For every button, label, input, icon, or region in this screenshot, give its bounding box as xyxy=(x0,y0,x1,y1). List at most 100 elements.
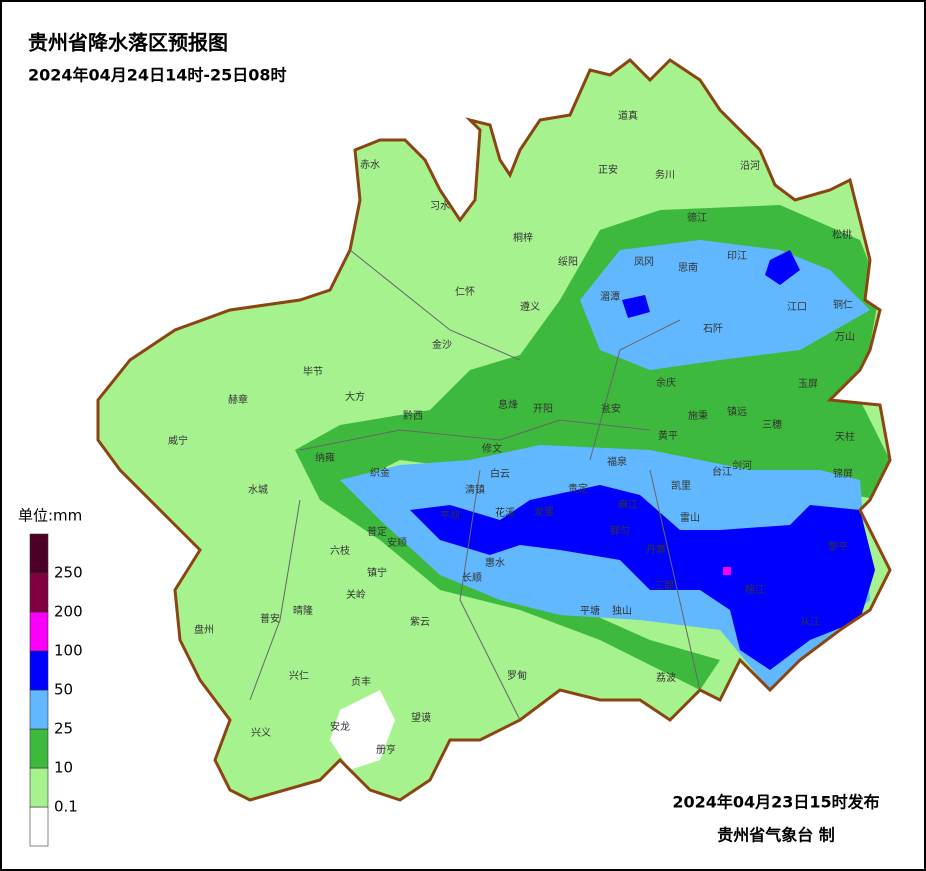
place-label: 剑河 xyxy=(732,459,752,472)
title: 贵州省降水落区预报图 xyxy=(28,31,228,55)
county-borders xyxy=(249,249,701,721)
issued: 2024年04月23日15时发布 xyxy=(672,793,879,812)
place-label: 罗甸 xyxy=(507,669,527,682)
place-label: 兴仁 xyxy=(289,670,309,682)
place-label: 绥阳 xyxy=(558,256,578,268)
legend-tick: 250 xyxy=(54,564,83,582)
place-label: 从江 xyxy=(800,616,820,628)
place-label: 黔西 xyxy=(403,409,423,422)
place-label: 凤冈 xyxy=(634,256,654,268)
place-label: 锦屏 xyxy=(833,467,853,480)
place-label: 水城 xyxy=(248,484,268,496)
place-label: 大方 xyxy=(345,390,365,403)
legend-swatch xyxy=(29,728,49,769)
place-label: 独山 xyxy=(612,604,632,617)
area-magenta xyxy=(723,567,731,575)
place-label: 织金 xyxy=(370,466,390,479)
place-label: 松桃 xyxy=(832,228,852,241)
place-label: 修文 xyxy=(482,442,502,455)
place-label: 威宁 xyxy=(168,434,188,447)
place-label: 金沙 xyxy=(432,338,452,351)
place-label: 三穗 xyxy=(762,418,782,431)
place-label: 安龙 xyxy=(330,720,350,733)
place-label: 赤水 xyxy=(360,159,380,171)
legend-tick: 50 xyxy=(54,681,73,699)
place-label: 石阡 xyxy=(703,323,723,335)
place-label: 平坝 xyxy=(440,510,460,522)
area-darkblue xyxy=(622,295,650,318)
legend-tick: 200 xyxy=(54,603,83,621)
place-label: 雷山 xyxy=(680,512,700,524)
place-label: 黎平 xyxy=(828,540,848,553)
place-label: 思南 xyxy=(678,261,698,274)
area-white xyxy=(330,690,395,770)
place-label: 沿河 xyxy=(740,160,760,172)
place-label: 晴隆 xyxy=(293,604,313,617)
place-label: 道真 xyxy=(618,109,638,122)
place-label: 安顺 xyxy=(387,536,407,549)
legend-unit: 单位:mm xyxy=(18,507,82,525)
place-label: 铜仁 xyxy=(833,299,853,311)
legend-swatch xyxy=(29,650,49,691)
area-darkblue xyxy=(765,250,800,285)
place-label: 镇远 xyxy=(727,405,747,418)
place-label: 花溪 xyxy=(495,506,515,519)
legend-tick: 100 xyxy=(54,642,83,660)
legend-swatch xyxy=(29,533,49,574)
place-label: 丹寨 xyxy=(646,543,666,556)
place-label: 凯里 xyxy=(671,479,691,492)
place-label: 湄潭 xyxy=(600,291,620,303)
place-label: 六枝 xyxy=(330,544,350,557)
place-label: 惠水 xyxy=(485,556,505,569)
place-label: 纳雍 xyxy=(315,451,335,464)
legend-swatch xyxy=(29,611,49,652)
place-label: 白云 xyxy=(490,467,510,480)
place-label: 长顺 xyxy=(462,572,482,584)
place-label: 望谟 xyxy=(411,711,431,724)
place-label: 德江 xyxy=(687,211,707,224)
place-label: 务川 xyxy=(655,168,675,181)
legend-swatch xyxy=(29,806,49,847)
place-label: 镇宁 xyxy=(367,566,387,579)
place-label: 册亨 xyxy=(376,743,396,756)
place-label: 赫章 xyxy=(228,393,248,406)
legend-tick: 0.1 xyxy=(54,798,78,816)
legend-tick: 10 xyxy=(54,759,73,777)
place-label: 三都 xyxy=(654,580,674,592)
place-label: 遵义 xyxy=(520,300,540,313)
place-label: 毕节 xyxy=(303,365,323,378)
place-label: 贞丰 xyxy=(351,675,371,688)
place-label: 普安 xyxy=(260,612,280,625)
place-label: 习水 xyxy=(430,200,450,212)
place-label: 黄平 xyxy=(658,429,678,442)
place-label: 江口 xyxy=(787,301,807,313)
place-label: 余庆 xyxy=(656,376,676,389)
place-label: 紫云 xyxy=(410,616,430,628)
period: 2024年04月24日14时-25日08时 xyxy=(28,66,287,85)
place-label: 万山 xyxy=(835,331,855,343)
place-label: 平塘 xyxy=(580,604,600,617)
place-label: 普定 xyxy=(367,525,387,538)
issuer: 贵州省气象台 制 xyxy=(717,826,835,845)
place-label: 桐梓 xyxy=(513,231,533,244)
place-label: 兴义 xyxy=(251,727,271,739)
place-label: 息烽 xyxy=(498,398,518,411)
place-label: 仁怀 xyxy=(455,286,475,298)
place-label: 正安 xyxy=(598,163,618,176)
place-label: 榕江 xyxy=(745,583,765,596)
place-label: 施秉 xyxy=(688,409,708,422)
place-label: 福泉 xyxy=(607,455,627,468)
area-blue xyxy=(580,240,870,370)
place-label: 荔波 xyxy=(656,671,676,684)
place-label: 关岭 xyxy=(346,588,366,601)
place-label: 玉屏 xyxy=(798,378,818,390)
legend-swatch xyxy=(29,767,49,808)
place-label: 瓮安 xyxy=(601,402,621,415)
place-label: 贵定 xyxy=(568,482,588,495)
legend-swatch xyxy=(29,689,49,730)
place-label: 麻江 xyxy=(618,498,638,511)
place-label: 清镇 xyxy=(465,483,485,496)
place-label: 都匀 xyxy=(610,525,630,537)
